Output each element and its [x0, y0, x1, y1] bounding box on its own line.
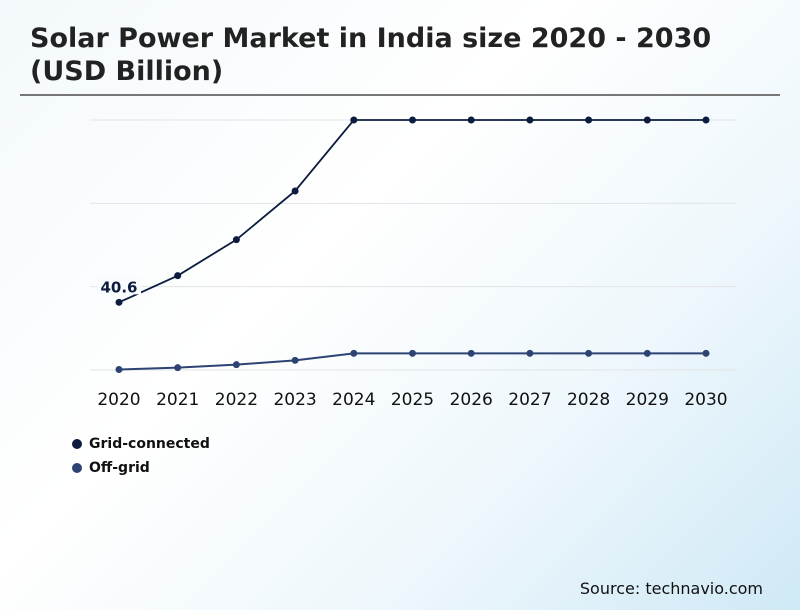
data-point: [702, 349, 710, 357]
data-point: [409, 116, 416, 124]
legend-item-grid-connected[interactable]: Grid-connected: [72, 436, 210, 452]
x-tick-label: 2028: [567, 390, 610, 410]
legend-marker-icon: [72, 439, 82, 449]
data-label: 40.6: [100, 278, 137, 296]
x-tick-label: 2026: [450, 390, 493, 410]
title-divider: [20, 94, 780, 96]
data-point: [174, 272, 182, 280]
data-point: [291, 187, 299, 195]
data-point: [643, 116, 651, 124]
data-point: [115, 298, 123, 306]
data-label-bg: [97, 276, 141, 295]
data-point: [350, 349, 358, 357]
data-point: [115, 366, 123, 373]
x-tick-label: 2021: [156, 390, 199, 410]
data-point: [643, 349, 651, 357]
data-point: [467, 349, 475, 357]
x-tick-label: 2029: [626, 390, 669, 410]
data-point: [291, 356, 299, 364]
x-tick-label: 2025: [391, 390, 434, 410]
x-tick-label: 2027: [508, 390, 551, 410]
data-point: [526, 116, 534, 124]
data-point: [232, 361, 240, 369]
data-point: [467, 116, 475, 124]
data-point: [174, 364, 182, 372]
legend-item-off-grid[interactable]: Off-grid: [72, 460, 150, 476]
x-tick-label: 2022: [215, 390, 258, 410]
data-point: [702, 116, 710, 124]
data-point: [350, 116, 358, 124]
data-point: [409, 349, 416, 357]
x-tick-label: 2023: [273, 390, 316, 410]
data-point: [585, 349, 593, 357]
legend-marker-icon: [72, 463, 82, 473]
data-point: [526, 349, 534, 357]
source-note: Source: technavio.com: [579, 579, 763, 598]
series-line-0: [118, 119, 706, 304]
x-tick-label: 2024: [332, 390, 375, 410]
x-tick-label: 2020: [97, 390, 140, 410]
legend-label: Grid-connected: [89, 436, 210, 452]
legend-label: Off-grid: [89, 460, 150, 476]
chart-title: Solar Power Market in India size 2020 - …: [30, 23, 712, 87]
data-point: [585, 116, 593, 124]
x-tick-label: 2030: [684, 390, 727, 410]
data-point: [232, 236, 240, 244]
